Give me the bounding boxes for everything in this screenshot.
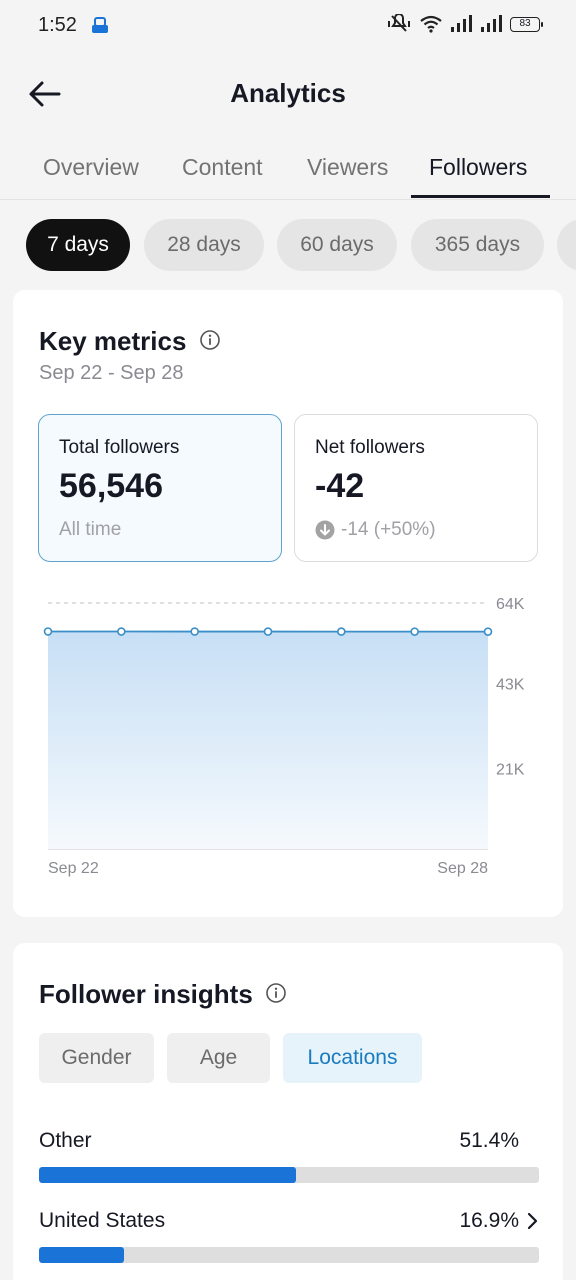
y-tick-label: 21K	[496, 761, 525, 778]
back-button[interactable]	[24, 74, 64, 114]
range-60-days[interactable]: 60 days	[277, 219, 397, 271]
net-followers-change: -14 (+50%)	[341, 519, 436, 540]
data-point	[337, 627, 346, 636]
insight-tab-gender[interactable]: Gender	[39, 1033, 154, 1083]
x-tick-label-end: Sep 28	[437, 860, 488, 877]
location-bar-fill	[39, 1167, 296, 1183]
range-7-days[interactable]: 7 days	[26, 219, 130, 271]
signal-icon-2	[481, 15, 502, 32]
net-followers-metric[interactable]: Net followers -42 -14 (+50%)	[294, 414, 538, 562]
net-followers-change-row: -14 (+50%)	[315, 519, 436, 541]
info-icon-insights[interactable]	[265, 982, 287, 1004]
series-area	[48, 631, 488, 849]
location-bar-track	[39, 1167, 539, 1183]
location-percent: 16.9%	[459, 1209, 519, 1232]
data-point	[483, 627, 493, 636]
net-followers-value: -42	[315, 467, 365, 505]
tab-overview[interactable]: Overview	[43, 154, 139, 180]
insight-tab-locations[interactable]: Locations	[283, 1033, 422, 1083]
range-28-days[interactable]: 28 days	[144, 219, 264, 271]
data-point	[43, 627, 53, 636]
range-365-days[interactable]: 365 days	[411, 219, 544, 271]
total-followers-period: All time	[59, 519, 122, 540]
battery-icon: 83	[510, 16, 543, 32]
app-notification-icon	[92, 17, 108, 33]
y-tick-label: 64K	[496, 596, 525, 613]
date-range-label: Sep 22 - Sep 28	[39, 362, 184, 384]
location-row-other: Other 51.4%	[39, 1129, 539, 1189]
insight-tab-age[interactable]: Age	[167, 1033, 270, 1083]
follower-insights-title: Follower insights	[39, 979, 253, 1009]
header: Analytics	[0, 60, 576, 130]
status-icons: 83	[386, 14, 543, 34]
location-bar-fill	[39, 1247, 124, 1263]
back-arrow-icon	[29, 81, 61, 107]
data-point	[410, 627, 419, 636]
key-metrics-title: Key metrics	[39, 326, 187, 356]
data-point	[263, 627, 273, 636]
tab-followers[interactable]: Followers	[429, 154, 528, 180]
status-bar: 1:52 83	[0, 0, 576, 52]
mute-vibrate-icon	[388, 14, 410, 32]
followers-area-chart: 64K 43K 21K Sep 22 Sep 28	[43, 596, 525, 877]
date-range-pills: 7 days 28 days 60 days 365 days	[0, 219, 576, 271]
range-more[interactable]	[557, 219, 576, 271]
location-name: United States	[39, 1209, 166, 1232]
net-followers-label: Net followers	[315, 437, 425, 458]
battery-level: 83	[519, 17, 531, 29]
wifi-icon	[420, 15, 442, 33]
location-row-united-states[interactable]: United States 16.9%	[39, 1209, 539, 1269]
chevron-right-icon	[527, 1212, 538, 1230]
data-point	[190, 627, 199, 636]
x-tick-label-start: Sep 22	[48, 860, 99, 877]
signal-icon	[451, 15, 472, 32]
total-followers-metric[interactable]: Total followers 56,546 All time	[38, 414, 282, 562]
data-point	[117, 627, 126, 636]
total-followers-sub: All time	[59, 519, 121, 541]
status-time: 1:52	[38, 14, 77, 36]
key-metrics-card: Key metrics Sep 22 - Sep 28 Total follow…	[13, 290, 563, 917]
page-title: Analytics	[230, 78, 346, 108]
location-name: Other	[39, 1129, 92, 1152]
total-followers-label: Total followers	[59, 437, 180, 458]
y-tick-label: 43K	[496, 677, 525, 694]
follower-insights-card: Follower insights Gender Age Locations O…	[13, 943, 563, 1280]
tab-content[interactable]: Content	[182, 154, 263, 180]
tab-viewers[interactable]: Viewers	[307, 154, 389, 180]
location-percent: 51.4%	[459, 1129, 519, 1152]
total-followers-value: 56,546	[59, 467, 163, 505]
analytics-tabs: Overview Content Viewers Followers	[0, 140, 576, 200]
info-icon[interactable]	[199, 329, 221, 351]
location-bar-track	[39, 1247, 539, 1263]
active-tab-indicator	[411, 195, 550, 198]
down-arrow-circle-icon	[315, 520, 335, 540]
